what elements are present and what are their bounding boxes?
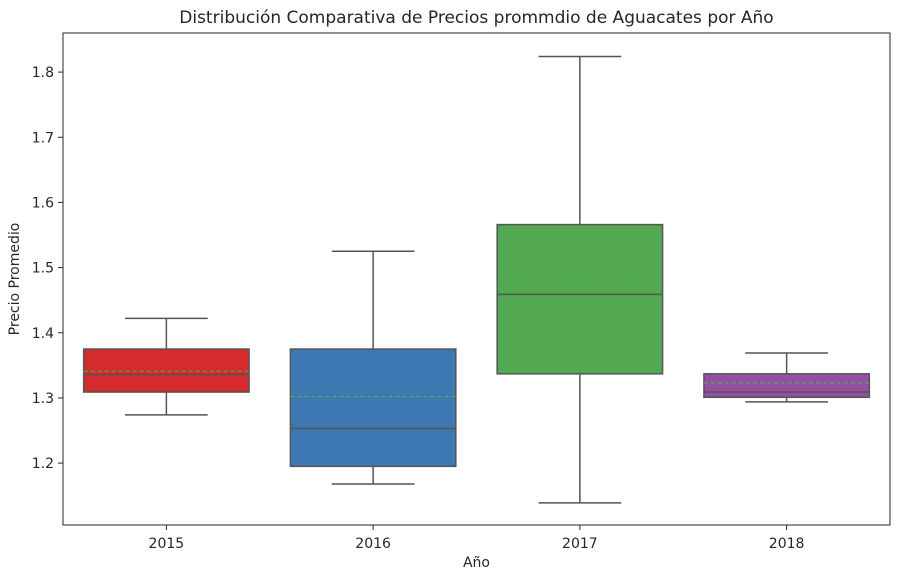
axes-frame [62, 32, 891, 526]
box-iqr [496, 223, 664, 375]
box-2018 [703, 352, 871, 403]
y-tick-label: 1.8 [32, 65, 54, 81]
y-tick-label: 1.6 [32, 195, 54, 211]
chart-title: Distribución Comparativa de Precios prom… [179, 8, 773, 28]
box-2016 [289, 250, 457, 485]
x-tick-label: 2015 [149, 536, 185, 552]
x-tick-label: 2018 [769, 536, 805, 552]
box-iqr [703, 373, 871, 399]
y-axis-label: Precio Promedio [7, 223, 23, 336]
box-2015 [82, 317, 250, 416]
y-tick-label: 1.4 [32, 326, 54, 342]
y-tick-label: 1.7 [32, 130, 54, 146]
y-tick-label: 1.2 [32, 456, 54, 472]
x-axis-label: Año [463, 555, 490, 571]
box-iqr [82, 348, 250, 393]
box-2017 [496, 55, 664, 504]
y-tick-label: 1.3 [32, 391, 54, 407]
box-iqr [289, 348, 457, 468]
plot-area: 1.2 1.3 1.4 1.5 1.6 1.7 1.8 2015 2016 2017 2018 [32, 32, 891, 552]
y-tick-label: 1.5 [32, 261, 54, 277]
x-tick-label: 2016 [355, 536, 391, 552]
x-tick-label: 2017 [562, 536, 598, 552]
